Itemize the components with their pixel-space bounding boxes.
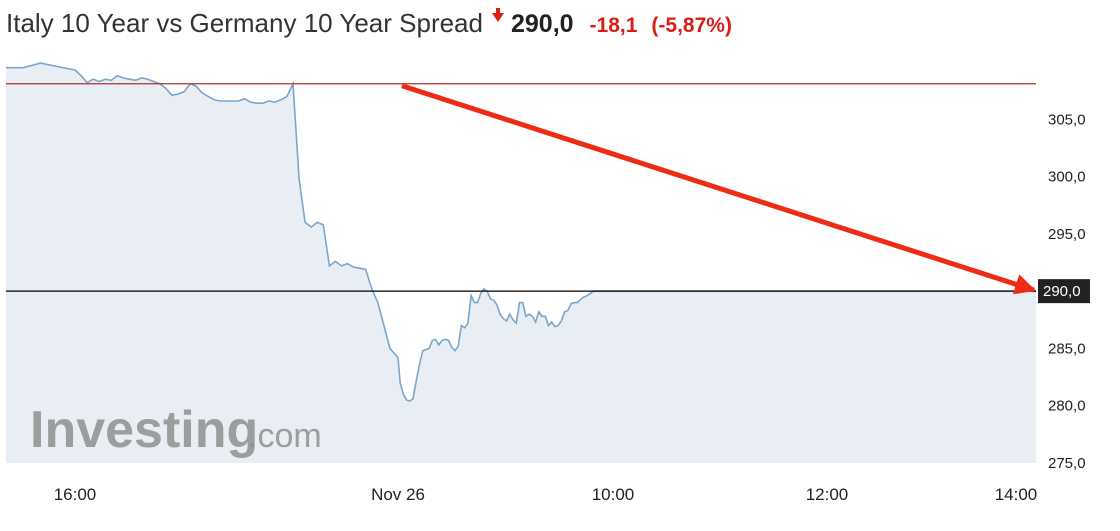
chart-title: Italy 10 Year vs Germany 10 Year Spread bbox=[6, 8, 483, 38]
y-tick-label: 295,0 bbox=[1048, 226, 1086, 243]
price-tag-background bbox=[1038, 279, 1090, 304]
trend-arrow-0 bbox=[401, 83, 1036, 295]
price-change-percent: (-5,87%) bbox=[651, 14, 732, 37]
y-tick-label: 280,0 bbox=[1048, 398, 1086, 415]
price-tag-label: 290,0 bbox=[1043, 283, 1081, 300]
x-axis: 16:00 Nov 26 10:00 12:00 14:00 bbox=[54, 485, 1038, 504]
current-price: 290,0 bbox=[510, 10, 574, 38]
y-tick-label: 300,0 bbox=[1048, 169, 1086, 186]
y-tick-label: 285,0 bbox=[1048, 340, 1086, 357]
x-tick-label: 14:00 bbox=[995, 485, 1038, 504]
watermark: Investing .com bbox=[30, 401, 322, 459]
trend-arrow-layer bbox=[401, 83, 1036, 295]
down-arrow-icon bbox=[491, 8, 504, 22]
price-tag: 290,0 bbox=[1038, 279, 1090, 304]
y-axis: 275,0 280,0 285,0 295,0 300,0 305,0 bbox=[1048, 111, 1086, 472]
x-tick-label: Nov 26 bbox=[371, 485, 425, 504]
watermark-suffix: .com bbox=[248, 417, 322, 455]
y-tick-label: 275,0 bbox=[1048, 455, 1086, 472]
down-arrow-shape bbox=[491, 8, 504, 22]
down-arrow-icon-svg bbox=[491, 8, 504, 22]
watermark-brand: Investing bbox=[30, 401, 258, 459]
x-tick-label: 12:00 bbox=[806, 485, 849, 504]
y-tick-label: 305,0 bbox=[1048, 111, 1086, 128]
x-tick-label: 10:00 bbox=[592, 485, 635, 504]
chart-header: Italy 10 Year vs Germany 10 Year Spread … bbox=[6, 8, 732, 48]
series-area-fill bbox=[6, 63, 1036, 463]
price-change: -18,1 bbox=[589, 14, 638, 37]
area-layer bbox=[6, 63, 1036, 463]
x-tick-label: 16:00 bbox=[54, 485, 97, 504]
reference-lines bbox=[6, 83, 1036, 292]
